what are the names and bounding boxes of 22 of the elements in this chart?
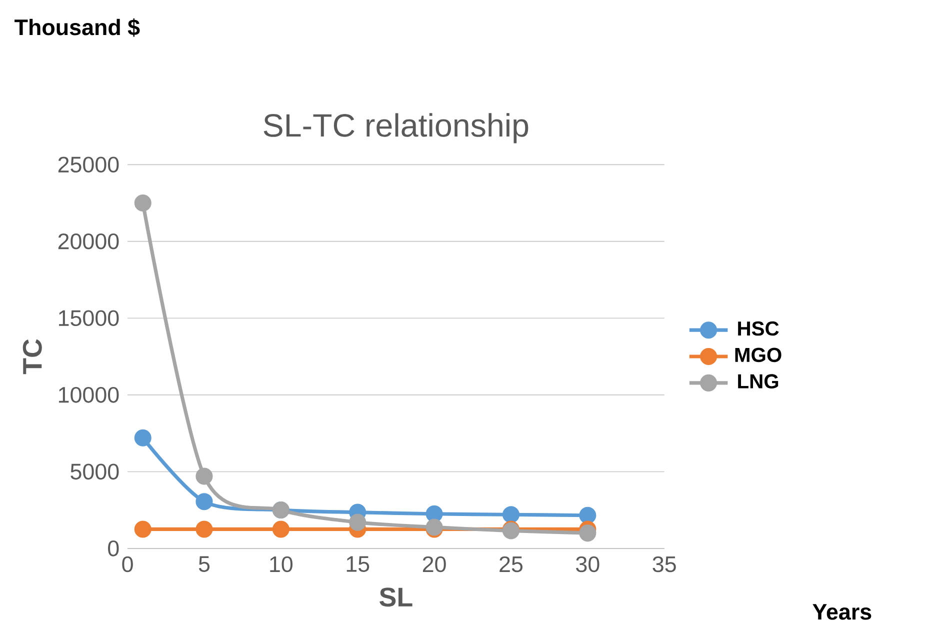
x-tick-label: 15 bbox=[346, 556, 370, 572]
x-tick-label: 5 bbox=[198, 556, 210, 572]
legend-label: LNG bbox=[738, 374, 778, 388]
x-tick-label: 25 bbox=[500, 556, 522, 572]
y-tick-label: 0 bbox=[108, 540, 119, 556]
legend-label: HSC bbox=[738, 321, 779, 336]
y-tick-label: 15000 bbox=[59, 310, 119, 326]
x-tick-label: 0 bbox=[122, 556, 133, 572]
y-tick-label: 5000 bbox=[70, 464, 119, 480]
y-axis-title: TC bbox=[22, 339, 42, 374]
x-tick-label: 20 bbox=[422, 556, 446, 572]
x-tick-label: 35 bbox=[652, 556, 676, 572]
y-tick-label: 25000 bbox=[58, 156, 119, 173]
y-tick-label: 20000 bbox=[58, 233, 119, 250]
x-axis-title: SL bbox=[380, 588, 412, 607]
legend-label: MGO bbox=[735, 348, 782, 362]
text: Years bbox=[812, 604, 872, 620]
x-tick-label: 30 bbox=[576, 556, 600, 572]
text: Thousand $ bbox=[14, 18, 140, 37]
chart-title: SL-TC relationship bbox=[264, 113, 528, 144]
x-tick-label: 10 bbox=[270, 556, 293, 572]
y-tick-label: 10000 bbox=[59, 386, 119, 403]
